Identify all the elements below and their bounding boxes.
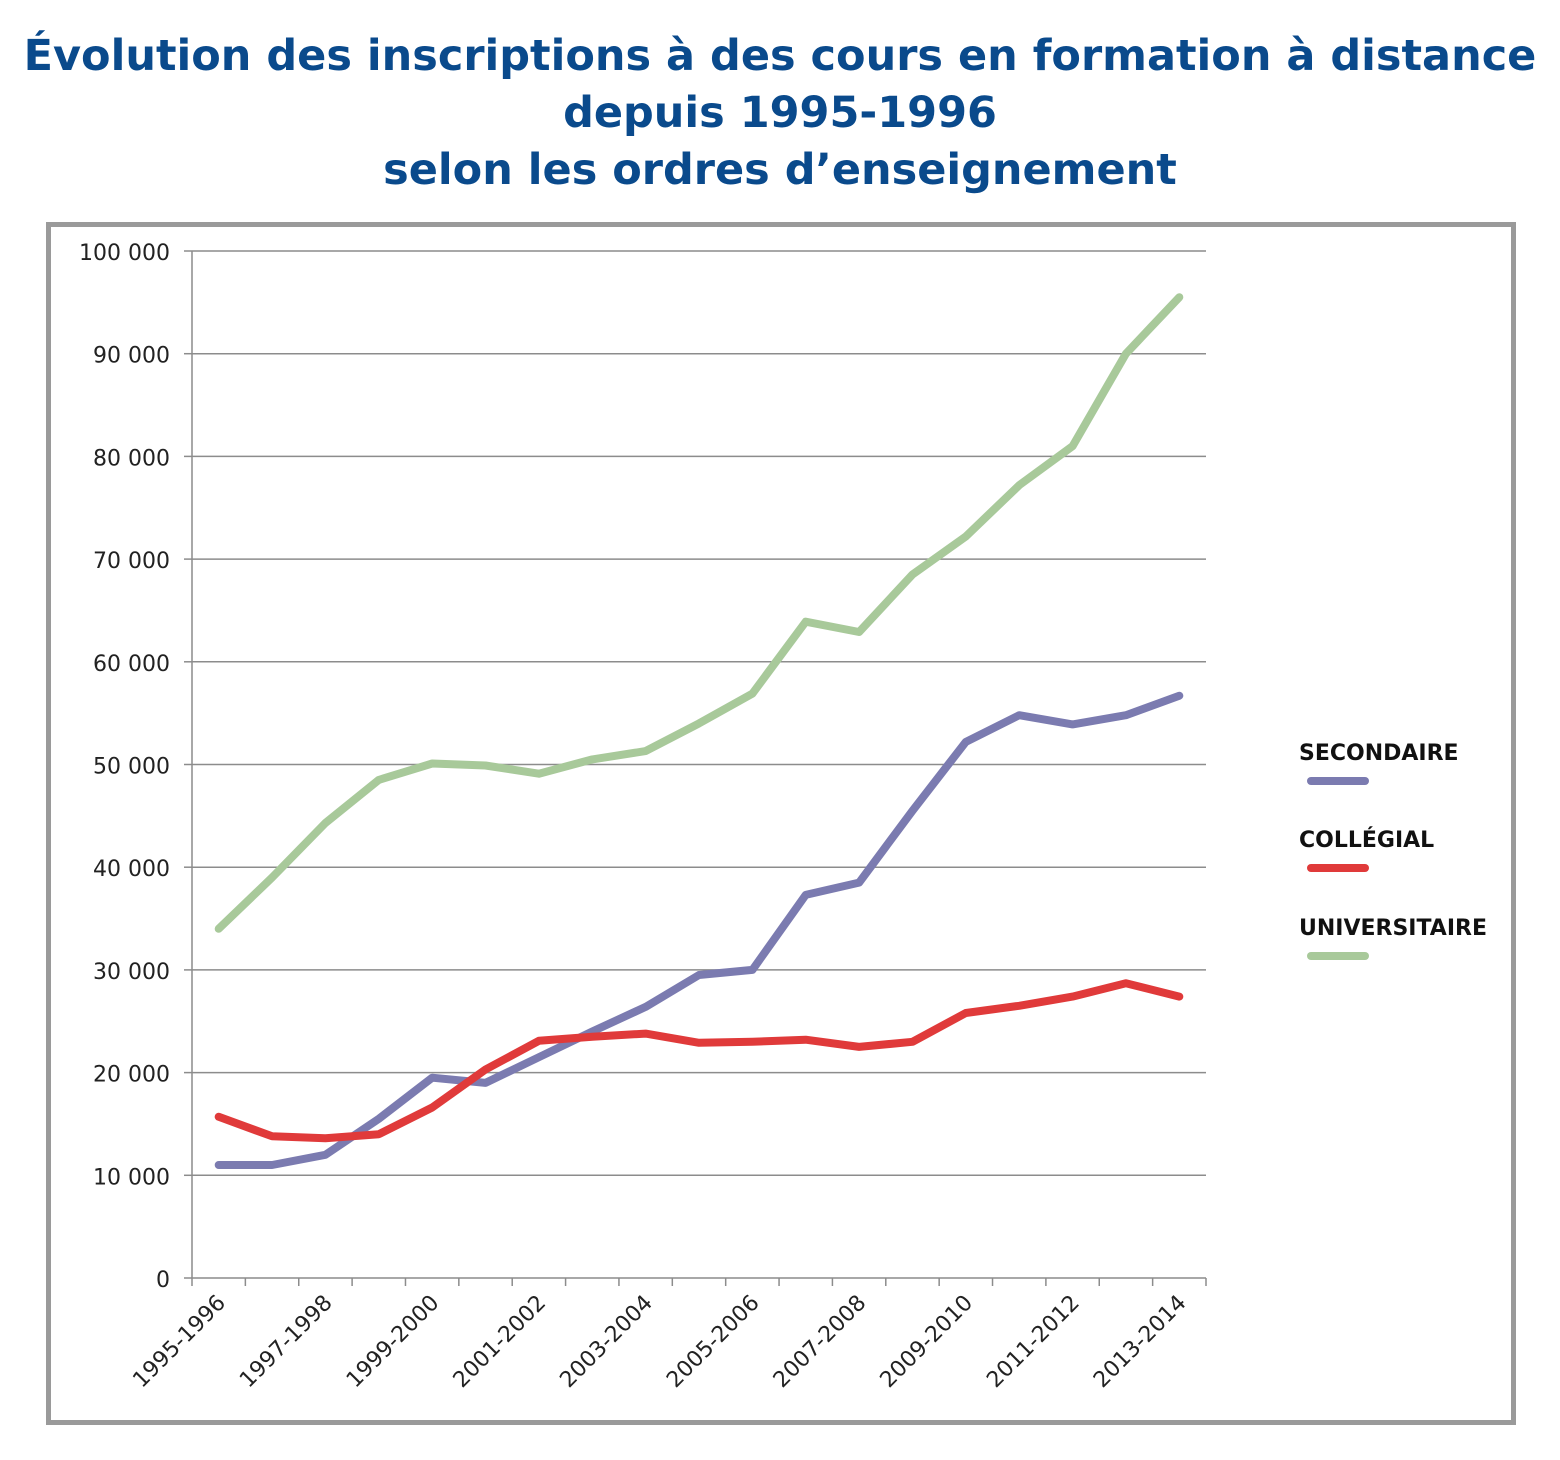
x-axis-tick-labels: 1995-1996 1997-1998 1999-2000 2001-2002 2003… [128, 1291, 1191, 1393]
x-tick-label: 2005-2006 [662, 1291, 764, 1393]
y-tick-label: 60 000 [93, 652, 170, 677]
x-tick-label: 2007-2008 [769, 1291, 871, 1393]
series-lines [214, 293, 1184, 1169]
x-tick-label: 1999-2000 [342, 1291, 444, 1393]
gridlines [192, 250, 1206, 1177]
x-tick-label: 1997-1998 [235, 1291, 337, 1393]
y-tick-label: 50 000 [93, 755, 170, 780]
line-chart: 0 10 000 20 000 30 000 40 000 50 000 60 000 70 … [79, 241, 1487, 1393]
x-tick-label: 2009-2010 [876, 1291, 978, 1393]
series-line-collégial [214, 979, 1184, 1143]
y-tick-label: 70 000 [93, 549, 170, 574]
legend-label-universitaire: UNIVERSITAIRE [1299, 916, 1487, 941]
chart-title-line-2: depuis 1995-1996 [563, 88, 997, 138]
x-tick-label: 2001-2002 [449, 1291, 551, 1393]
chart-frame: 0 10 000 20 000 30 000 40 000 50 000 60 000 70 … [46, 222, 1516, 1425]
y-tick-label: 100 000 [79, 241, 170, 266]
x-tick-label: 2011-2012 [982, 1291, 1084, 1393]
chart-title-line-3: selon les ordres d’enseignement [383, 145, 1177, 195]
y-tick-label: 0 [156, 1268, 170, 1293]
y-axis-tick-labels: 0 10 000 20 000 30 000 40 000 50 000 60 000 70 … [79, 241, 170, 1293]
series-line-secondaire [214, 691, 1184, 1169]
y-tick-label: 30 000 [93, 960, 170, 985]
axes [184, 250, 1207, 1286]
legend: SECONDAIRE COLLÉGIAL UNIVERSITAIRE [1299, 741, 1487, 960]
y-tick-label: 90 000 [93, 344, 170, 369]
legend-label-secondaire: SECONDAIRE [1299, 741, 1459, 766]
y-tick-label: 20 000 [93, 1063, 170, 1088]
x-tick-label: 1995-1996 [128, 1291, 230, 1393]
y-tick-label: 40 000 [93, 857, 170, 882]
chart-title-line-1: Évolution des inscriptions à des cours e… [23, 31, 1537, 81]
x-tick-label: 2003-2004 [555, 1291, 657, 1393]
y-tick-label: 10 000 [93, 1165, 170, 1190]
series-line-universitaire [214, 293, 1184, 933]
legend-label-collégial: COLLÉGIAL [1299, 827, 1434, 853]
chart-title: Évolution des inscriptions à des cours e… [0, 28, 1560, 199]
x-tick-label: 2013-2014 [1089, 1291, 1191, 1393]
y-tick-label: 80 000 [93, 446, 170, 471]
